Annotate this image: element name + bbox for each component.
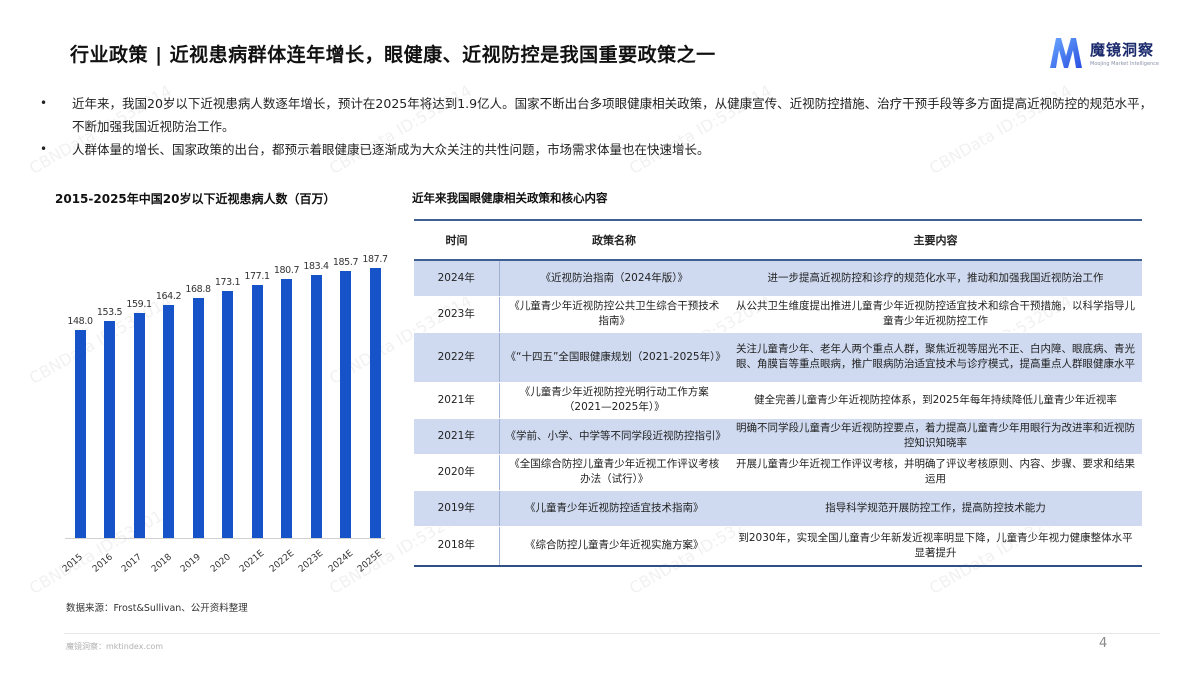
bar-value-label: 148.0 [67, 316, 93, 327]
table-row: 2023年 《儿童青少年近视防控公共卫生综合干预技术指南》 从公共卫生维度提出推进儿… [414, 296, 1142, 333]
content-cell: 进一步提高近视防控和诊疗的规范化水平，推动和加强我国近视防治工作 [729, 260, 1142, 297]
content-cell: 开展儿童青少年近视工作评议考核，并明确了评议考核原则、内容、步骤、要求和结果运用 [729, 454, 1142, 491]
year-cell: 2023年 [414, 296, 500, 333]
policy-name-cell: 《学前、小学、中学等不同学段近视防控指引》 [499, 418, 729, 455]
bar-value-label: 153.5 [96, 307, 123, 319]
table-title: 近年来我国眼健康相关政策和核心内容 [412, 191, 608, 205]
x-tick-label: 2015 [61, 552, 85, 575]
header-content: 主要内容 [729, 219, 1142, 261]
content-cell: 健全完善儿童青少年近视防控体系，到2025年每年持续降低儿童青少年近视率 [729, 382, 1142, 419]
policy-name-cell: 《儿童青少年近视防控光明行动工作方案（2021—2025年）》 [499, 382, 729, 419]
content-cell: 关注儿童青少年、老年人两个重点人群，聚焦近视等屈光不正、白内障、眼底病、青光眼、… [729, 332, 1142, 383]
content-cell: 从公共卫生维度提出推进儿童青少年近视防控适宜技术和综合干预措施，以科学指导儿童青… [729, 296, 1142, 333]
table-row: 2020年 《全国综合防控儿童青少年近视工作评议考核办法（试行）》 开展儿童青少年近… [414, 454, 1142, 491]
header-year: 时间 [414, 219, 499, 261]
bar [74, 330, 86, 538]
bar-value-label: 187.7 [362, 254, 388, 265]
page-number: 4 [1099, 636, 1108, 651]
bar-value-label: 177.1 [244, 270, 270, 282]
year-cell: 2018年 [414, 526, 500, 567]
policy-name-cell: 《全国综合防控儿童青少年近视工作评议考核办法（试行）》 [499, 454, 729, 491]
bar-value-label: 183.4 [303, 260, 329, 272]
policy-table: 时间 政策名称 主要内容 2024年 《近视防治指南（2024年版）》 进一步提高近… [414, 219, 1142, 567]
table-row: 2019年 《儿童青少年近视防控适宜技术指南》 指导科学规范开展防控工作，提高防控技… [414, 490, 1142, 527]
x-tick-label: 2017 [120, 552, 144, 575]
bar [222, 290, 233, 538]
bar-group: 183.4 [301, 261, 331, 538]
bar-group: 153.5 [95, 307, 125, 538]
bar [310, 274, 322, 538]
bar-value-label: 173.1 [214, 276, 241, 288]
bullet-item: • 近年来，我国20岁以下近视患病人数逐年增长，预计在2025年将达到1.9亿人… [40, 92, 1160, 138]
x-tick-label: 2019 [179, 552, 203, 575]
x-tick-label: 2023E [297, 548, 326, 575]
bar-group: 164.2 [154, 291, 184, 538]
bar-group: 187.7 [360, 254, 390, 538]
x-tick-label: 2024E [326, 548, 355, 575]
table-row: 2018年 《综合防控儿童青少年近视实施方案》 到2030年，实现全国儿童青少年新发… [414, 526, 1142, 567]
policy-name-cell: 《“十四五”全国眼健康规划（2021-2025年）》 [499, 332, 729, 383]
year-cell: 2022年 [414, 332, 500, 383]
policy-name-cell: 《近视防治指南（2024年版）》 [499, 260, 729, 297]
bar-group: 173.1 [213, 277, 243, 538]
bar [369, 268, 381, 538]
year-cell: 2021年 [414, 382, 500, 419]
table-row: 2021年 《学前、小学、中学等不同学段近视防控指引》 明确不同学段儿童青少年近视防… [414, 418, 1142, 455]
bar [192, 297, 204, 538]
bar-group: 185.7 [331, 257, 361, 538]
bullet-dot-icon: • [40, 96, 48, 110]
x-tick-label: 2018 [149, 552, 174, 575]
year-cell: 2019年 [414, 490, 500, 527]
logo-name: 魔镜洞察 [1090, 41, 1155, 59]
table-row: 2022年 《“十四五”全国眼健康规划（2021-2025年）》 关注儿童青少年、老… [414, 332, 1142, 383]
brand-logo: 魔镜洞察 Moojing Market Intelligence [1048, 36, 1159, 70]
x-tick-label: 2020 [208, 552, 233, 575]
bullet-dot-icon: • [40, 142, 48, 156]
table-row: 2021年 《儿童青少年近视防控光明行动工作方案（2021—2025年）》 健全完善… [414, 382, 1142, 419]
page-title: 行业政策 | 近视患病群体连年增长，眼健康、近视防控是我国重要政策之一 [70, 44, 716, 66]
summary-bullets: • 近年来，我国20岁以下近视患病人数逐年增长，预计在2025年将达到1.9亿人… [40, 92, 1160, 161]
bar-group: 177.1 [242, 271, 272, 538]
bar [281, 278, 292, 538]
bar-value-label: 168.8 [185, 283, 211, 295]
policy-name-cell: 《儿童青少年近视防控适宜技术指南》 [499, 490, 729, 527]
header-policy-name: 政策名称 [499, 219, 729, 261]
logo-tagline: Moojing Market Intelligence [1090, 61, 1160, 67]
table-header-row: 时间 政策名称 主要内容 [414, 219, 1142, 261]
bar [340, 271, 351, 538]
chart-title: 2015-2025年中国20岁以下近视患病人数（百万） [55, 192, 336, 206]
year-cell: 2024年 [414, 260, 500, 297]
x-tick-label: 2021E [238, 548, 267, 575]
year-cell: 2020年 [414, 454, 500, 491]
bar [163, 304, 174, 538]
bar [251, 284, 263, 538]
content-cell: 指导科学规范开展防控工作，提高防控技术能力 [729, 490, 1142, 527]
content-cell: 明确不同学段儿童青少年近视防控要点，着力提高儿童青少年用眼行为改进率和近视防控知… [729, 418, 1142, 455]
bar-chart: 148.0 2015 153.5 2016 159.1 2017 164.2 2018 168.… [55, 215, 388, 595]
bar-value-label: 159.1 [126, 298, 152, 310]
chart-source: 数据来源：Frost&Sullivan、公开资料整理 [66, 603, 248, 614]
x-tick-label: 2016 [90, 552, 115, 575]
x-tick-label: 2025E [356, 548, 385, 575]
footer-site: 魔镜洞察：mktindex.com [66, 642, 164, 651]
x-tick-label: 2022E [267, 548, 296, 575]
bar-value-label: 180.7 [273, 264, 300, 276]
bar-value-label: 164.2 [155, 290, 182, 302]
bar [133, 312, 145, 538]
bar [104, 321, 115, 538]
policy-name-cell: 《儿童青少年近视防控公共卫生综合干预技术指南》 [499, 296, 729, 333]
bar-group: 148.0 [65, 316, 95, 538]
bar-group: 159.1 [124, 299, 154, 538]
table-row: 2024年 《近视防治指南（2024年版）》 进一步提高近视防控和诊疗的规范化水平，… [414, 260, 1142, 297]
x-axis-line [65, 538, 385, 539]
bar-value-label: 185.7 [332, 257, 359, 269]
year-cell: 2021年 [414, 418, 500, 455]
footer-divider [64, 633, 1160, 634]
bar-group: 180.7 [272, 265, 302, 538]
policy-name-cell: 《综合防控儿童青少年近视实施方案》 [499, 526, 729, 567]
m-logo-icon [1050, 38, 1082, 68]
content-cell: 到2030年，实现全国儿童青少年新发近视率明显下降，儿童青少年视力健康整体水平显… [729, 526, 1142, 567]
bullet-item: • 人群体量的增长、国家政策的出台，都预示着眼健康已逐渐成为大众关注的共性问题，… [40, 138, 1160, 161]
bar-group: 168.8 [183, 284, 213, 538]
